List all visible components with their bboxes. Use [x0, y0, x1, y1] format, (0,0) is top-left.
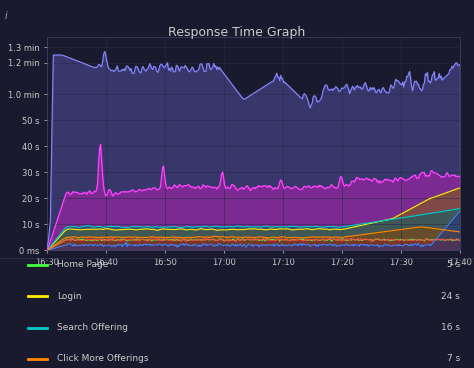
- Text: Search Offering: Search Offering: [57, 323, 128, 332]
- Text: i: i: [5, 11, 8, 21]
- Text: Home Page: Home Page: [57, 261, 108, 269]
- Text: 7 s: 7 s: [447, 354, 460, 363]
- Text: Login: Login: [57, 292, 82, 301]
- Text: 16 s: 16 s: [441, 323, 460, 332]
- Text: Response Time Graph: Response Time Graph: [168, 26, 306, 39]
- Text: Click More Offerings: Click More Offerings: [57, 354, 148, 363]
- Text: 5 s: 5 s: [447, 261, 460, 269]
- Text: 24 s: 24 s: [441, 292, 460, 301]
